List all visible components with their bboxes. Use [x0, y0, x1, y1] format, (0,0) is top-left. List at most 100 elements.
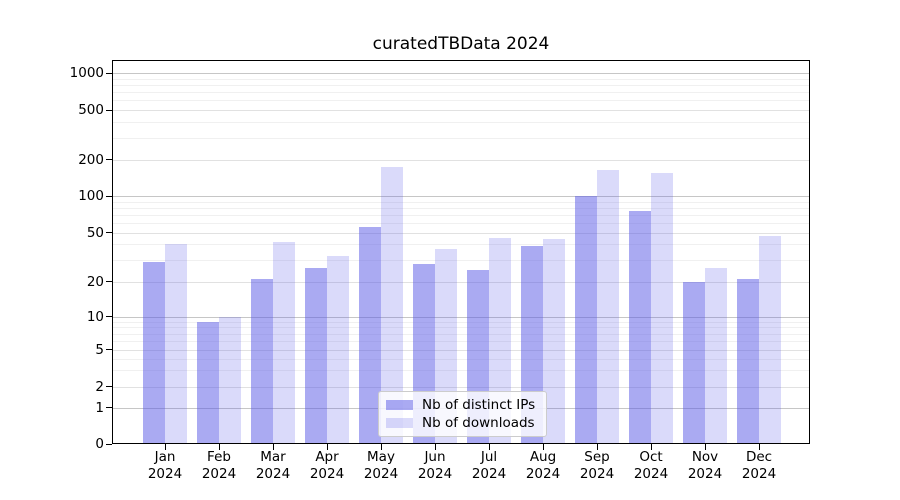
bar-dec-nb-of-downloads [759, 235, 781, 444]
x-tick-month: Jun [424, 449, 446, 465]
gridline-minor-600 [112, 100, 810, 102]
bar-sep-nb-of-distinct-ips [575, 196, 597, 444]
gridline-minor-4 [112, 358, 810, 360]
y-tick-label-20: 20 [86, 273, 104, 290]
x-tick-label-sep: Sep 2024 [565, 449, 629, 483]
gridline-500 [112, 110, 810, 111]
legend-swatch-downloads [386, 418, 413, 428]
gridline-minor-900 [112, 78, 810, 80]
gridline-minor-90 [112, 201, 810, 203]
y-tick-label-5: 5 [95, 341, 104, 358]
x-tick-month: Jul [480, 449, 498, 465]
x-tick-label-aug: Aug 2024 [511, 449, 575, 483]
bar-sep-nb-of-downloads [597, 170, 619, 444]
y-tick-50 [106, 232, 112, 233]
x-tick-year: 2024 [255, 466, 291, 482]
legend-swatch-distinct-ips [386, 400, 413, 410]
plot-area [112, 60, 810, 444]
gridline-minor-700 [112, 92, 810, 93]
x-tick-jul [488, 444, 490, 450]
gridline-1000 [112, 73, 810, 74]
y-tick-label-100: 100 [78, 188, 104, 204]
x-tick-year: 2024 [147, 466, 183, 482]
bar-feb-nb-of-distinct-ips [197, 321, 219, 444]
y-tick-label-0: 0 [95, 436, 104, 452]
x-tick-oct [650, 444, 652, 450]
x-tick-year: 2024 [471, 466, 507, 482]
legend: Nb of distinct IPs Nb of downloads [378, 391, 547, 437]
x-tick-label-apr: Apr 2024 [295, 449, 359, 483]
y-tick-10 [106, 316, 112, 317]
x-tick-year: 2024 [525, 466, 561, 482]
x-tick-year: 2024 [633, 466, 669, 482]
bar-may-nb-of-downloads [381, 166, 403, 444]
gridline-minor-30 [112, 259, 810, 261]
bar-oct-nb-of-downloads [651, 172, 673, 444]
x-tick-feb [218, 444, 220, 450]
bar-may-nb-of-distinct-ips [359, 226, 381, 444]
x-tick-label-jan: Jan 2024 [133, 449, 197, 483]
x-tick-may [380, 444, 382, 450]
gridline-minor-3 [112, 370, 810, 372]
gridline-minor-60 [112, 222, 810, 224]
x-tick-label-dec: Dec 2024 [727, 449, 791, 483]
gridline-minor-8 [112, 327, 810, 329]
x-tick-year: 2024 [741, 466, 777, 482]
y-tick-0 [106, 443, 112, 445]
x-tick-label-jun: Jun 2024 [403, 449, 467, 483]
y-tick-label-200: 200 [78, 151, 104, 168]
gridline-50 [112, 232, 810, 234]
bar-mar-nb-of-distinct-ips [251, 278, 273, 444]
y-tick-label-50: 50 [86, 224, 104, 241]
gridline-minor-9 [112, 321, 810, 323]
gridline-minor-300 [112, 137, 810, 139]
gridline-20 [112, 281, 810, 283]
gridline-minor-70 [112, 214, 810, 216]
legend-row-distinct-ips: Nb of distinct IPs [386, 397, 538, 413]
x-tick-month: May [367, 449, 395, 465]
bar-jan-nb-of-downloads [165, 244, 187, 444]
x-tick-month: Jan [154, 449, 176, 465]
y-tick-100 [106, 195, 112, 197]
bar-jan-nb-of-distinct-ips [143, 261, 165, 444]
x-tick-year: 2024 [417, 466, 453, 482]
bar-oct-nb-of-distinct-ips [629, 210, 651, 444]
x-tick-month: Oct [639, 449, 663, 465]
bar-mar-nb-of-downloads [273, 241, 295, 444]
bar-feb-nb-of-downloads [219, 316, 241, 444]
x-tick-month: Sep [584, 449, 610, 465]
chart-title: curatedTBData 2024 [372, 34, 550, 54]
bar-nov-nb-of-downloads [705, 267, 727, 444]
y-tick-label-10: 10 [86, 308, 104, 325]
x-tick-label-jul: Jul 2024 [457, 449, 521, 483]
y-tick-label-1: 1 [95, 399, 104, 416]
x-tick-mar [272, 444, 274, 450]
gridline-10 [112, 316, 810, 318]
y-tick-1 [106, 407, 112, 408]
x-tick-year: 2024 [579, 466, 615, 482]
x-tick-label-oct: Oct 2024 [619, 449, 683, 483]
x-tick-jan [164, 444, 166, 450]
gridline-minor-400 [112, 122, 810, 124]
y-tick-200 [106, 159, 112, 160]
x-tick-nov [704, 444, 706, 450]
x-tick-month: Nov [691, 449, 719, 465]
y-tick-label-1000: 1000 [69, 65, 104, 81]
y-tick-20 [106, 281, 112, 282]
y-tick-2 [106, 386, 112, 387]
gridline-minor-80 [112, 207, 810, 209]
x-tick-month: Aug [529, 449, 557, 465]
bar-apr-nb-of-distinct-ips [305, 267, 327, 444]
x-tick-apr [326, 444, 328, 450]
x-tick-sep [596, 444, 598, 450]
gridline-5 [112, 349, 810, 351]
x-tick-aug [542, 444, 544, 450]
x-tick-year: 2024 [687, 466, 723, 482]
bar-nov-nb-of-distinct-ips [683, 281, 705, 444]
y-tick-1000 [106, 72, 112, 74]
x-tick-label-nov: Nov 2024 [673, 449, 737, 483]
gridline-2 [112, 386, 810, 388]
legend-label-downloads: Nb of downloads [422, 415, 535, 431]
gridline-minor-6 [112, 340, 810, 342]
